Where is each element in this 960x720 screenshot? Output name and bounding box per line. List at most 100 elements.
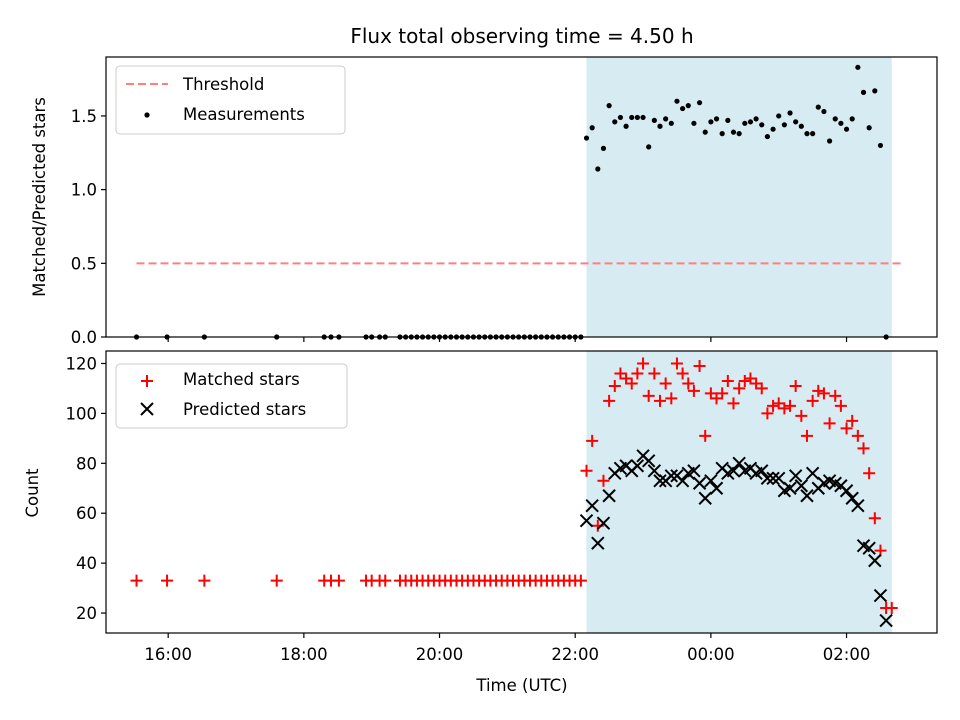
measurements-point — [798, 123, 804, 129]
matched-stars-point — [665, 392, 678, 405]
matched-stars-point — [580, 464, 593, 477]
legend-measurements-label: Measurements — [183, 105, 305, 124]
predicted-stars-point — [760, 471, 775, 485]
matched-stars-point — [738, 374, 751, 387]
matched-stars-point — [270, 574, 283, 587]
predicted-stars-point — [664, 469, 679, 483]
measurements-point — [860, 89, 867, 95]
measurements-point — [668, 120, 674, 126]
predicted-stars-point — [704, 474, 718, 488]
predicted-stars-point — [641, 454, 656, 468]
legend-matched-label: Matched stars — [183, 370, 300, 389]
legend-matched-swatch — [141, 375, 153, 387]
predicted-stars-point — [879, 613, 893, 628]
matched-stars-point — [846, 414, 859, 427]
predicted-stars-point — [596, 516, 611, 530]
measurements-point — [713, 116, 720, 122]
predicted-stars-point — [675, 474, 690, 488]
y-tick-label: 60 — [76, 504, 97, 523]
matched-stars-point — [721, 374, 734, 387]
measurements-point — [629, 114, 635, 121]
matched-stars-point — [817, 387, 830, 400]
matched-stars-point — [332, 574, 345, 587]
y-tick-label: 1.0 — [71, 181, 97, 200]
measurements-point — [776, 113, 782, 119]
matched-stars-point — [885, 602, 898, 615]
matched-stars-point — [693, 359, 706, 372]
predicted-stars-point — [868, 553, 882, 568]
matched-stars-point — [857, 442, 870, 455]
x-tick-label: 20:00 — [416, 645, 464, 664]
observing-window-shade-bottom — [586, 351, 892, 633]
y-tick-label: 20 — [76, 604, 97, 623]
measurements-point — [855, 64, 861, 70]
predicted-stars-point — [591, 536, 605, 550]
predicted-stars-point — [630, 459, 645, 473]
predicted-stars-point — [862, 541, 876, 555]
matched-stars-point — [625, 377, 638, 390]
measurements-point — [680, 105, 686, 112]
predicted-stars-point — [726, 464, 741, 478]
matched-stars-point — [868, 512, 881, 525]
x-axis-label: Time (UTC) — [475, 676, 567, 695]
chart-title: Flux total observing time = 4.50 h — [350, 24, 693, 48]
predicted-stars-point — [805, 466, 820, 480]
measurements-point — [781, 122, 787, 128]
matched-stars-point — [851, 429, 864, 442]
matched-stars-point — [761, 407, 774, 420]
measurements-point — [804, 131, 810, 137]
measurements-point — [843, 126, 850, 132]
matched-stars-point — [834, 399, 847, 412]
x-tick-label: 02:00 — [823, 645, 871, 664]
measurements-point — [736, 131, 742, 137]
measurements-point — [815, 104, 821, 110]
measurements-point — [708, 119, 714, 125]
y-tick-label: 40 — [76, 554, 97, 573]
matched-stars-point — [608, 379, 621, 392]
top-legend: Threshold Measurements — [115, 65, 346, 135]
predicted-stars-point — [851, 499, 865, 513]
matched-stars-point — [727, 397, 740, 410]
measurements-point — [606, 103, 612, 109]
measurements-point — [770, 126, 776, 132]
measurements-point — [600, 145, 607, 151]
y-tick-label: 120 — [66, 354, 98, 373]
matched-stars-point — [682, 377, 695, 390]
predicted-stars-point — [732, 456, 746, 471]
bottom-axis-ticks: 20 40 60 80 100 120 16:00 18:00 20:00 22:00 00:00 0… — [66, 354, 871, 664]
measurements-point — [793, 119, 799, 125]
predicted-stars-point — [794, 479, 809, 493]
matched-stars-point — [676, 367, 689, 380]
matched-stars-point — [659, 377, 672, 390]
bottom-legend-box — [115, 363, 348, 429]
measurements-point — [583, 135, 590, 141]
matched-stars-point — [716, 387, 729, 400]
matched-stars-point — [631, 367, 644, 380]
matched-stars-point — [379, 574, 392, 587]
matched-stars-point — [603, 394, 616, 407]
y-tick-label: 1.5 — [71, 107, 97, 126]
matched-stars-point — [687, 384, 700, 397]
matched-stars-point — [812, 384, 825, 397]
measurements-point — [849, 116, 855, 122]
measurements-point — [764, 133, 771, 140]
bottom-y-axis-label: Count — [23, 468, 42, 518]
y-tick-label: 80 — [76, 454, 97, 473]
legend-predicted-label: Predicted stars — [183, 400, 306, 419]
predicted-stars-point — [800, 489, 814, 503]
predicted-stars-point — [783, 481, 797, 495]
matched-stars-point — [863, 467, 876, 480]
predicted-stars-point — [788, 469, 803, 483]
measurements-point — [685, 103, 691, 109]
measurements-point — [617, 114, 624, 121]
matched-stars-point — [840, 422, 853, 435]
predicted-stars-point — [766, 471, 780, 485]
measurements-point — [832, 116, 838, 122]
measurements-point — [640, 114, 646, 121]
legend-predicted-swatch — [140, 402, 154, 416]
measurements-point — [742, 120, 748, 126]
measurements-point — [589, 125, 595, 131]
matched-stars-point — [800, 429, 813, 442]
top-axes-frame — [105, 56, 938, 338]
